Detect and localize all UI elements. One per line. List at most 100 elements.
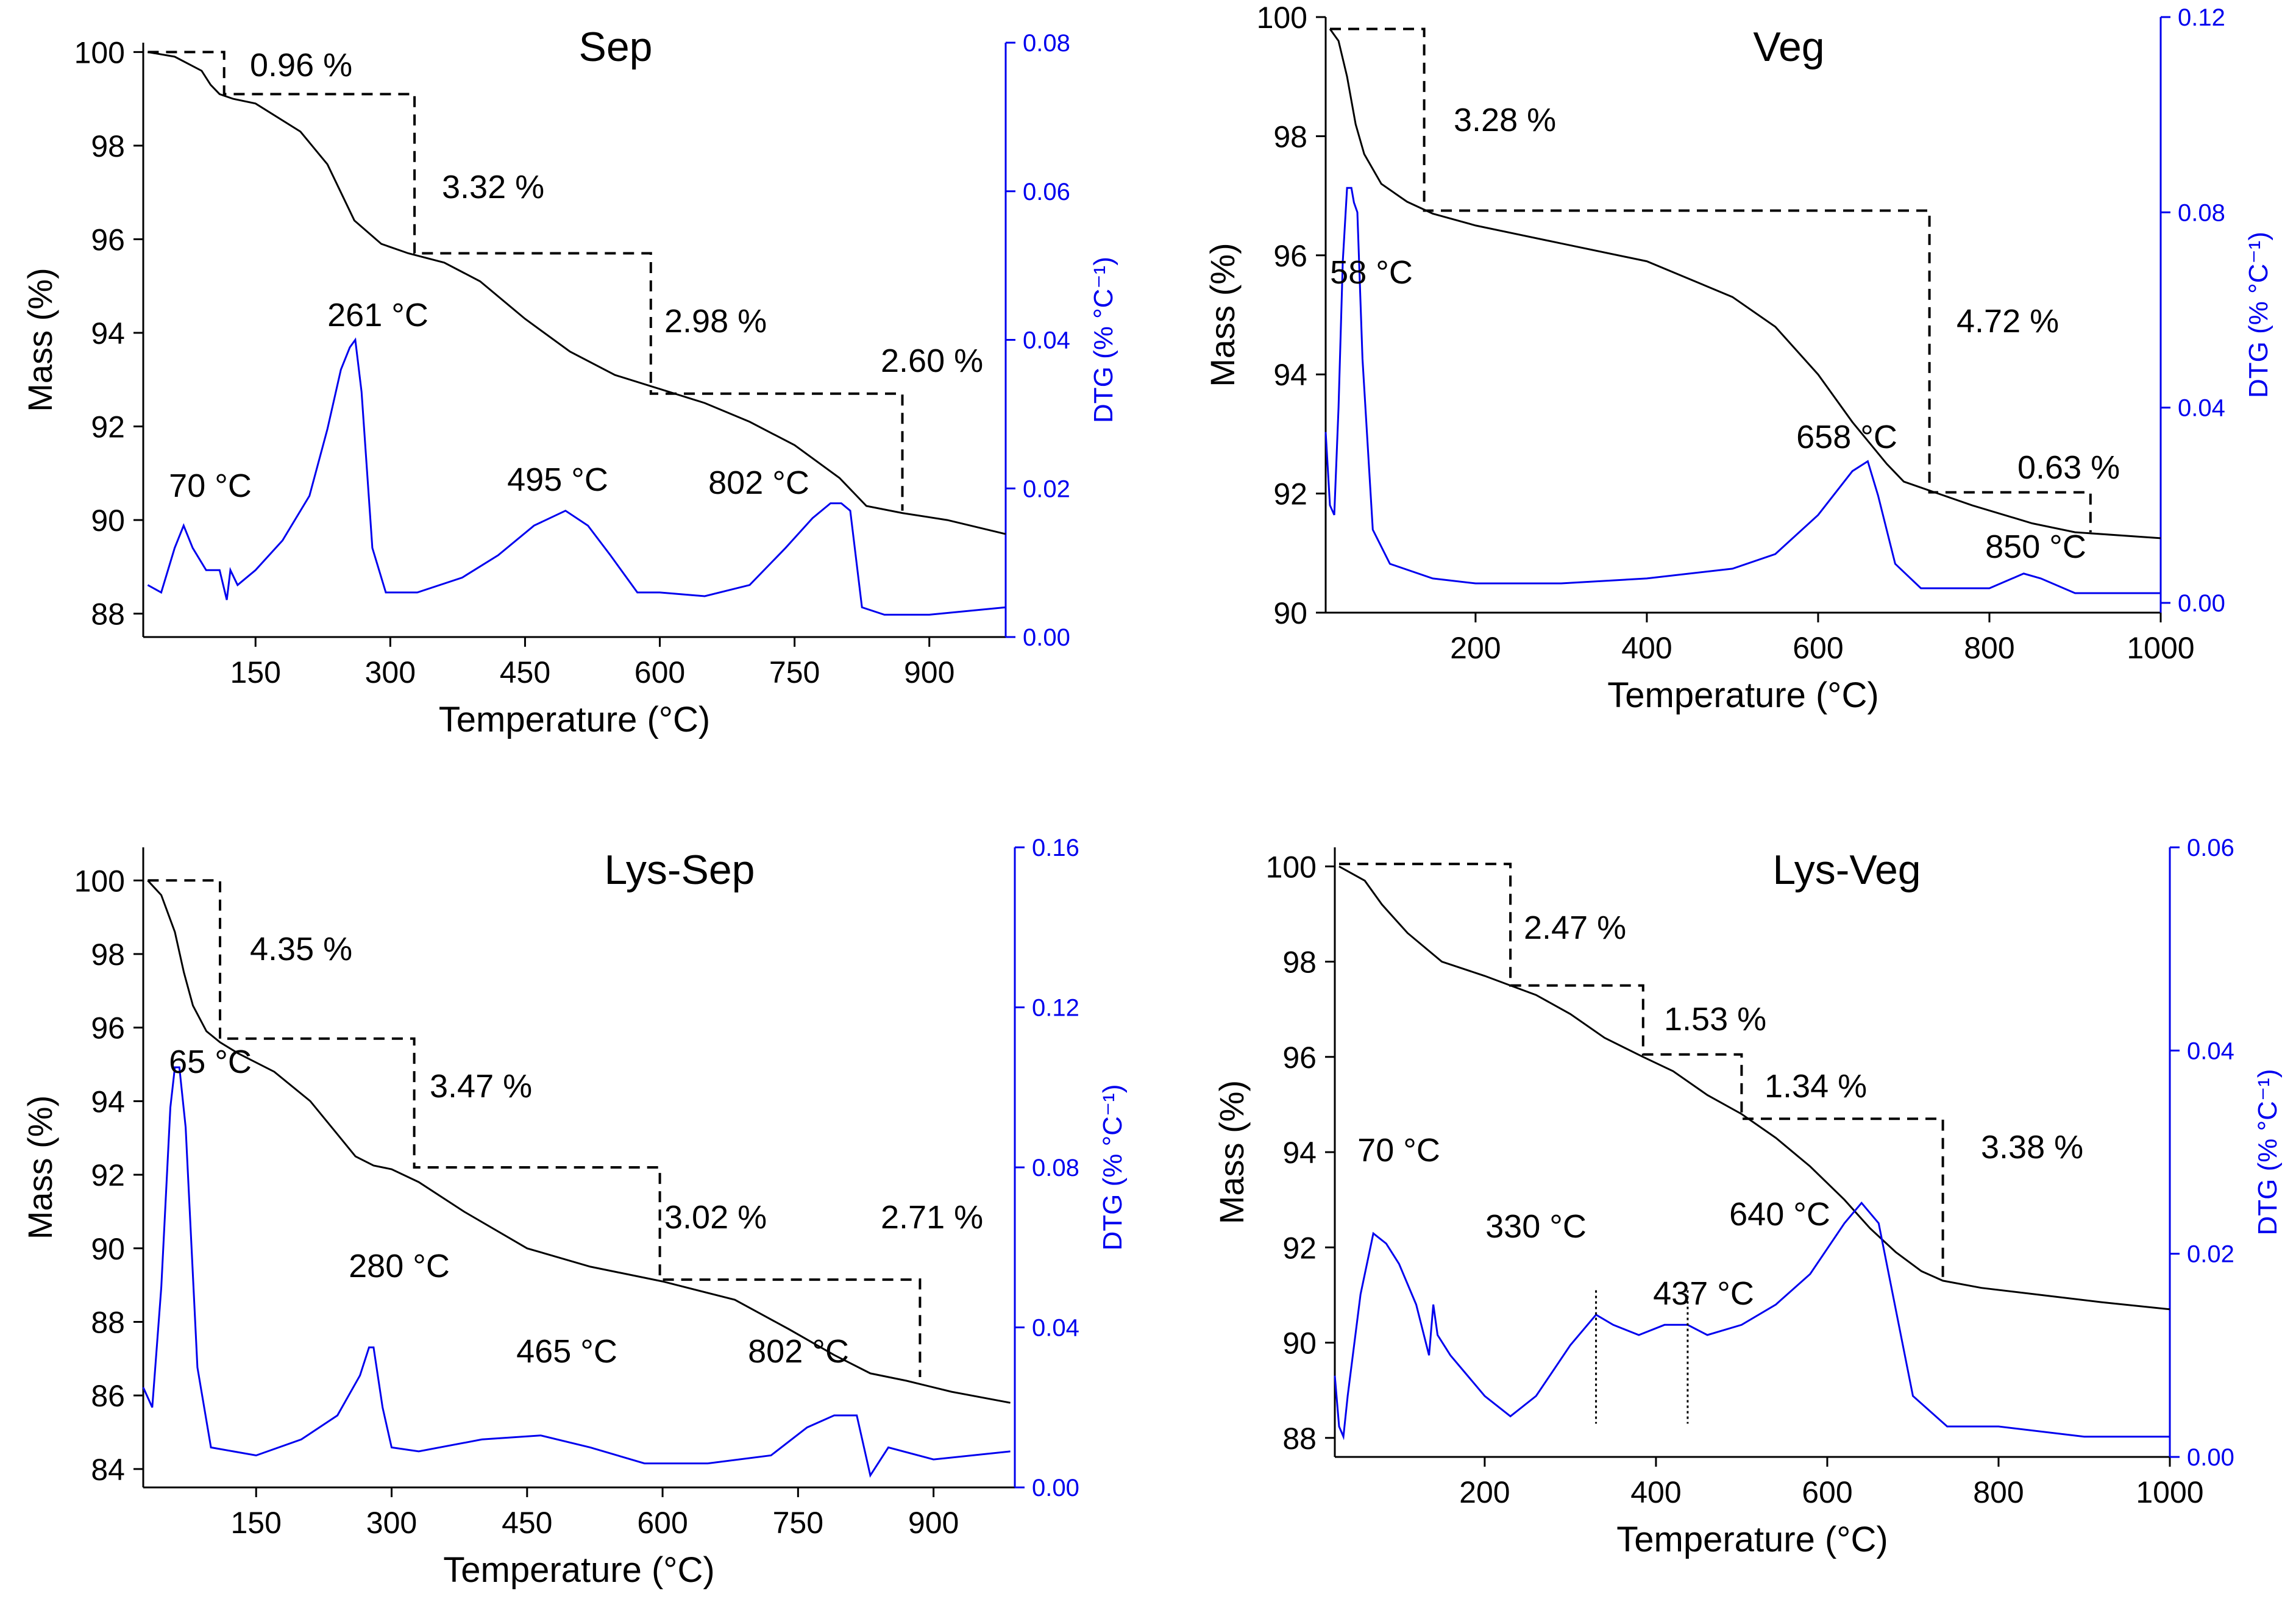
y-tick-label: 94 (91, 316, 125, 351)
y2-tick-label: 0.12 (2178, 4, 2225, 31)
y-tick-label: 94 (1282, 1136, 1317, 1170)
y-axis-title: Mass (%) (21, 1095, 59, 1239)
y2-tick-label: 0.00 (1032, 1475, 1079, 1501)
mass-loss-label: 3.32 % (442, 169, 544, 205)
y2-tick-label: 0.12 (1032, 995, 1079, 1022)
mass-loss-label: 3.28 % (1454, 102, 1556, 138)
y2-tick-label: 0.00 (2187, 1444, 2234, 1471)
y-tick-label: 90 (1282, 1326, 1317, 1361)
y-axis-title: Mass (%) (21, 268, 59, 411)
y-tick-label: 100 (74, 35, 125, 69)
mass-curve (147, 880, 1011, 1404)
peak-label: 58 °C (1330, 254, 1413, 291)
peak-label: 640 °C (1729, 1196, 1830, 1233)
x-axis-title: Temperature (°C) (439, 700, 710, 739)
peak-label: 658 °C (1796, 419, 1897, 455)
x-tick-label: 300 (365, 655, 416, 689)
panel-lys-veg: 200 400 600 800 1000 88 90 92 94 96 98 100 0.00 0.02 0… (1212, 835, 2283, 1559)
mass-loss-label: 3.47 % (430, 1068, 532, 1105)
mass-loss-label: 1.34 % (1765, 1068, 1867, 1105)
x-tick-label: 1000 (2136, 1475, 2203, 1509)
y-tick-label: 96 (91, 1011, 125, 1045)
peak-label: 437 °C (1653, 1275, 1754, 1312)
y-tick-label: 92 (91, 410, 125, 444)
y2-tick-label: 0.08 (2178, 199, 2225, 226)
peak-label: 465 °C (516, 1333, 617, 1370)
y-tick-label: 98 (91, 129, 125, 163)
mass-loss-label: 4.72 % (1957, 303, 2059, 340)
y-tick-label: 88 (91, 597, 125, 632)
mass-loss-label: 3.02 % (664, 1199, 767, 1236)
y-tick-label: 90 (1273, 596, 1307, 630)
mass-loss-label: 0.96 % (250, 47, 352, 84)
y2-tick-label: 0.02 (1023, 475, 1070, 502)
y2-tick-label: 0.00 (2178, 590, 2225, 617)
peak-label: 70 °C (169, 468, 252, 504)
x-tick-label: 450 (502, 1506, 552, 1540)
x-tick-label: 600 (1802, 1475, 1852, 1509)
y2-tick-label: 0.04 (1032, 1315, 1079, 1342)
y-tick-label: 92 (1282, 1231, 1317, 1265)
y-tick-label: 84 (91, 1453, 125, 1487)
mass-loss-label: 2.71 % (881, 1199, 983, 1236)
x-tick-label: 400 (1630, 1475, 1681, 1509)
mass-loss-label: 2.98 % (664, 303, 767, 340)
y-tick-label: 96 (1273, 239, 1307, 273)
y-tick-label: 88 (91, 1305, 125, 1339)
x-tick-label: 1000 (2127, 631, 2194, 665)
mass-loss-label: 4.35 % (250, 931, 352, 967)
peak-label: 70 °C (1357, 1132, 1440, 1169)
y2-tick-label: 0.06 (2187, 835, 2234, 861)
x-tick-label: 800 (1973, 1475, 2024, 1509)
panel-title: Veg (1753, 24, 1824, 70)
mass-curve (1338, 865, 2170, 1311)
peak-label: 802 °C (748, 1333, 849, 1370)
y-axis-title: Mass (%) (1212, 1080, 1251, 1224)
mass-step-lines (147, 879, 922, 1377)
panel-sep: 150 300 450 600 750 900 88 90 92 94 96 98 100 0.00 0.0… (21, 24, 1118, 739)
y2-tick-label: 0.06 (1023, 179, 1070, 205)
y-tick-label: 88 (1282, 1422, 1317, 1456)
dtg-curve (1334, 1201, 2170, 1440)
mass-step-lines (1330, 27, 2092, 533)
mass-loss-label: 3.38 % (1981, 1129, 2083, 1166)
x-tick-label: 300 (366, 1506, 417, 1540)
y-tick-label: 86 (91, 1379, 125, 1413)
x-axis-title: Temperature (°C) (1616, 1520, 1888, 1559)
y2-tick-label: 0.04 (1023, 327, 1070, 354)
mass-loss-label: 2.47 % (1524, 910, 1626, 946)
y-tick-label: 100 (74, 864, 125, 898)
peak-label: 495 °C (507, 461, 608, 498)
mass-step-lines (1339, 863, 1944, 1281)
panel-veg: 200 400 600 800 1000 90 92 94 96 98 100 0.00 0.04 0.0… (1203, 1, 2273, 715)
y2-tick-label: 0.08 (1023, 30, 1070, 57)
x-tick-label: 600 (1793, 631, 1843, 665)
mass-curve (147, 51, 1006, 535)
mass-loss-label: 0.63 % (2017, 449, 2120, 486)
x-tick-label: 800 (1964, 631, 2014, 665)
y-tick-label: 98 (1273, 119, 1307, 154)
x-tick-label: 200 (1450, 631, 1501, 665)
x-tick-label: 900 (904, 655, 954, 689)
x-tick-label: 150 (231, 1506, 282, 1540)
panel-lys-sep: 150 300 450 600 750 900 84 86 88 90 92 94 96 98 100 0.0… (21, 835, 1128, 1590)
y-tick-label: 98 (1282, 945, 1317, 980)
x-axis-title: Temperature (°C) (1607, 675, 1878, 715)
y-tick-label: 96 (91, 223, 125, 257)
mass-curve (1329, 28, 2161, 539)
y2-tick-label: 0.08 (1032, 1155, 1079, 1181)
dtg-curve (142, 1066, 1011, 1478)
y2-tick-label: 0.04 (2178, 395, 2225, 422)
dtg-curve (147, 337, 1006, 616)
x-tick-label: 600 (634, 655, 685, 689)
peak-label: 280 °C (349, 1248, 450, 1284)
y-tick-label: 90 (91, 1232, 125, 1266)
x-tick-label: 400 (1621, 631, 1672, 665)
y2-axis-title: DTG (% °C⁻¹) (1089, 257, 1118, 423)
y2-tick-label: 0.00 (1023, 624, 1070, 651)
y-tick-label: 92 (1273, 477, 1307, 511)
y-axis-title: Mass (%) (1203, 243, 1242, 386)
peak-label: 65 °C (169, 1044, 252, 1080)
x-tick-label: 750 (773, 1506, 823, 1540)
